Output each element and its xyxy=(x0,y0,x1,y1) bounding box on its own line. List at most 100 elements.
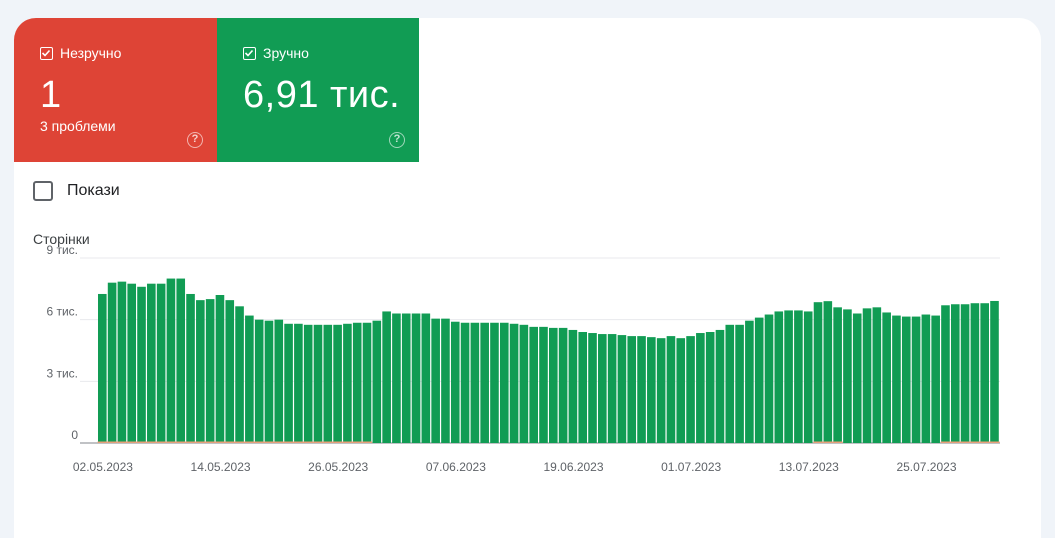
bar-poor[interactable] xyxy=(950,441,961,444)
bar-good[interactable] xyxy=(166,278,176,443)
bar-good[interactable] xyxy=(627,336,637,443)
bar-good[interactable] xyxy=(450,321,460,443)
bar-good[interactable] xyxy=(656,338,666,443)
bar-poor[interactable] xyxy=(960,441,971,444)
bar-good[interactable] xyxy=(754,317,764,443)
bar-good[interactable] xyxy=(715,329,725,443)
bar-good[interactable] xyxy=(235,306,244,443)
bar-poor[interactable] xyxy=(156,441,167,444)
bar-good[interactable] xyxy=(303,324,313,443)
bar-good[interactable] xyxy=(421,313,431,444)
bar-good[interactable] xyxy=(431,318,440,443)
bar-good[interactable] xyxy=(794,310,803,443)
bar-good[interactable] xyxy=(107,282,117,443)
bar-good[interactable] xyxy=(578,332,588,443)
bar-poor[interactable] xyxy=(215,441,226,444)
bar-good[interactable] xyxy=(401,313,411,444)
bar-good[interactable] xyxy=(852,313,862,444)
bar-good[interactable] xyxy=(470,322,480,443)
bar-good[interactable] xyxy=(950,304,960,443)
bar-good[interactable] xyxy=(549,327,558,443)
bar-good[interactable] xyxy=(196,300,205,443)
checkbox-unchecked-icon[interactable] xyxy=(33,181,53,201)
bar-poor[interactable] xyxy=(352,441,363,444)
bar-good[interactable] xyxy=(313,324,323,443)
bar-good[interactable] xyxy=(823,301,833,443)
bar-good[interactable] xyxy=(774,311,784,443)
bar-poor[interactable] xyxy=(146,441,157,444)
bar-poor[interactable] xyxy=(813,441,824,444)
bar-good[interactable] xyxy=(607,334,617,443)
bar-poor[interactable] xyxy=(979,441,990,444)
bar-good[interactable] xyxy=(372,320,382,443)
bar-good[interactable] xyxy=(872,307,882,443)
bar-good[interactable] xyxy=(333,324,342,443)
bar-good[interactable] xyxy=(137,286,146,443)
bar-good[interactable] xyxy=(274,319,284,443)
bar-good[interactable] xyxy=(813,302,823,443)
bar-poor[interactable] xyxy=(127,441,137,444)
bar-good[interactable] xyxy=(215,295,225,443)
bar-good[interactable] xyxy=(186,293,195,443)
bar-good[interactable] xyxy=(666,336,676,443)
bar-good[interactable] xyxy=(294,323,303,443)
bar-poor[interactable] xyxy=(254,441,265,444)
bar-good[interactable] xyxy=(617,335,627,443)
bar-poor[interactable] xyxy=(136,441,147,444)
bar-good[interactable] xyxy=(862,308,872,443)
bar-poor[interactable] xyxy=(313,441,324,444)
bar-good[interactable] xyxy=(745,320,754,443)
bar-good[interactable] xyxy=(686,336,695,443)
bar-good[interactable] xyxy=(156,283,166,443)
bar-good[interactable] xyxy=(803,311,813,443)
bar-good[interactable] xyxy=(970,303,980,443)
bar-good[interactable] xyxy=(117,281,127,443)
bar-good[interactable] xyxy=(676,338,686,443)
bar-good[interactable] xyxy=(509,323,519,443)
bar-good[interactable] xyxy=(735,324,744,443)
bar-poor[interactable] xyxy=(176,441,186,444)
bar-good[interactable] xyxy=(490,322,499,443)
bar-good[interactable] xyxy=(637,336,646,443)
bar-poor[interactable] xyxy=(303,441,314,444)
bar-good[interactable] xyxy=(362,322,372,443)
bar-poor[interactable] xyxy=(264,441,275,444)
bar-good[interactable] xyxy=(284,323,293,443)
bar-poor[interactable] xyxy=(234,441,245,444)
bar-good[interactable] xyxy=(264,320,274,443)
bar-good[interactable] xyxy=(539,326,548,443)
bar-poor[interactable] xyxy=(970,441,980,444)
bar-good[interactable] xyxy=(647,337,656,443)
bar-good[interactable] xyxy=(382,311,391,443)
checkbox-checked-icon[interactable] xyxy=(40,46,53,60)
bar-good[interactable] xyxy=(352,322,362,443)
impressions-toggle[interactable]: Покази xyxy=(33,181,120,201)
bar-good[interactable] xyxy=(558,327,568,443)
bar-good[interactable] xyxy=(411,313,421,444)
bar-good[interactable] xyxy=(343,323,352,443)
bar-good[interactable] xyxy=(225,300,235,443)
bar-poor[interactable] xyxy=(107,441,118,444)
bar-good[interactable] xyxy=(205,299,215,443)
bar-good[interactable] xyxy=(460,322,470,443)
bar-good[interactable] xyxy=(529,326,538,443)
bar-poor[interactable] xyxy=(166,441,177,444)
bar-good[interactable] xyxy=(323,324,333,443)
bar-good[interactable] xyxy=(892,315,901,443)
bar-good[interactable] xyxy=(519,324,529,443)
bar-good[interactable] xyxy=(176,278,186,443)
checkbox-checked-icon[interactable] xyxy=(243,46,256,60)
bar-good[interactable] xyxy=(882,312,891,443)
help-icon[interactable]: ? xyxy=(187,132,203,148)
bar-good[interactable] xyxy=(392,313,401,444)
bar-good[interactable] xyxy=(725,324,735,443)
bar-good[interactable] xyxy=(764,314,774,443)
bar-poor[interactable] xyxy=(323,441,333,444)
bar-poor[interactable] xyxy=(225,441,235,444)
bar-good[interactable] xyxy=(98,293,107,443)
bar-poor[interactable] xyxy=(117,441,128,444)
bar-good[interactable] xyxy=(705,332,715,443)
bar-good[interactable] xyxy=(990,300,999,443)
bar-good[interactable] xyxy=(480,322,489,443)
bar-poor[interactable] xyxy=(185,441,196,444)
